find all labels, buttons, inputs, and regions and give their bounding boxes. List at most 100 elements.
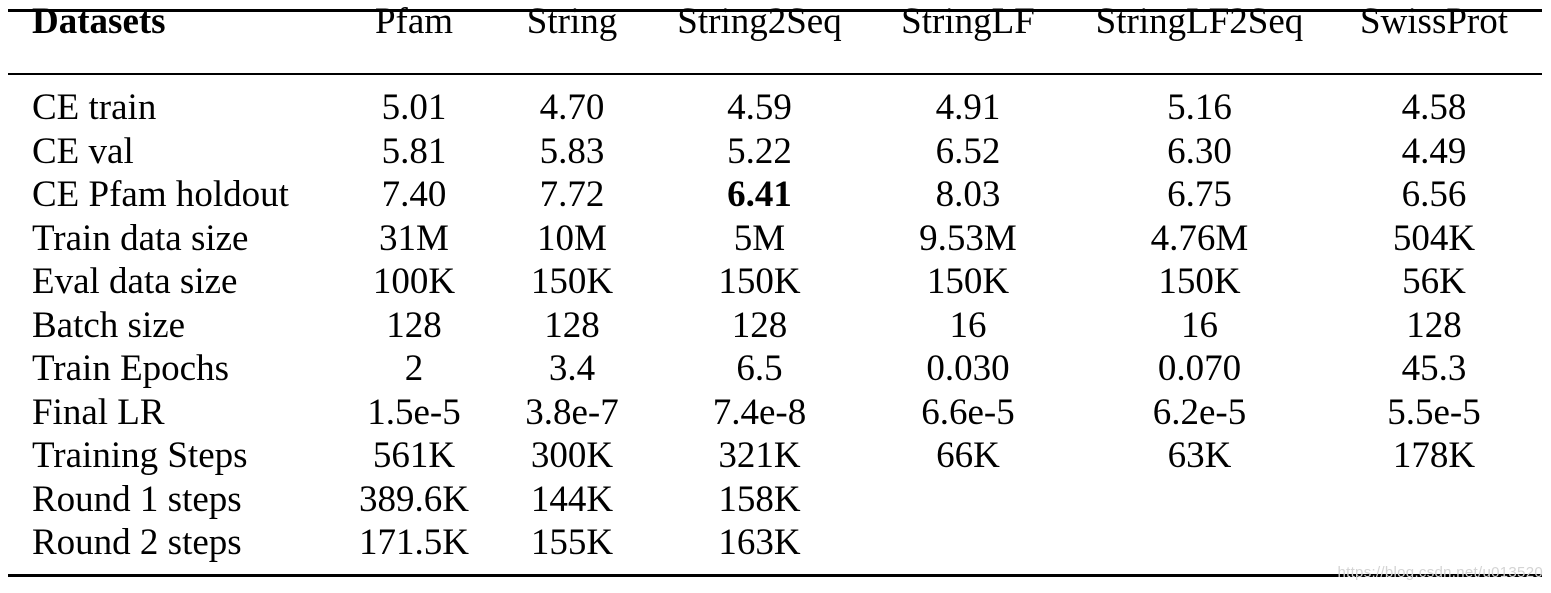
table-cell: 4.59 bbox=[727, 87, 792, 128]
table-cell bbox=[1326, 521, 1542, 565]
table-cell: 150K bbox=[530, 261, 614, 302]
table-cell bbox=[863, 478, 1073, 522]
table-cell: 6.6e-5 bbox=[921, 391, 1015, 433]
table-cell: 66K bbox=[936, 435, 1000, 476]
table-cell: 3.4 bbox=[548, 348, 596, 389]
table-cell: 5M bbox=[733, 217, 786, 259]
table-body: CE train 5.01 4.70 4.59 4.91 5.16 4.58 CE val 5.… bbox=[8, 86, 1542, 565]
table-cell: 158K bbox=[718, 478, 801, 520]
table-cell: 6.41 bbox=[727, 174, 792, 215]
table-cell: 6.56 bbox=[1401, 174, 1467, 215]
table-cell: 7.72 bbox=[539, 174, 605, 215]
top-rule bbox=[8, 9, 1542, 12]
table-cell: 31M bbox=[379, 217, 449, 259]
table-cell: 5.01 bbox=[381, 87, 447, 128]
table-cell: 321K bbox=[718, 435, 801, 476]
table-cell: 4.76M bbox=[1150, 217, 1249, 259]
table-cell: 128 bbox=[544, 304, 600, 346]
table-cell: 150K bbox=[1158, 261, 1241, 302]
table-cell: 9.53M bbox=[919, 217, 1017, 259]
table-row: Train Epochs 2 3.4 6.5 0.030 0.070 45.3 bbox=[8, 347, 1542, 391]
table-cell: 16 bbox=[1181, 304, 1218, 346]
table-cell: 5.81 bbox=[381, 130, 447, 172]
table-cell: 5.5e-5 bbox=[1387, 391, 1481, 433]
table-cell: 504K bbox=[1392, 217, 1476, 259]
table-cell: 6.2e-5 bbox=[1152, 391, 1247, 433]
table-cell: 0.030 bbox=[926, 348, 1010, 389]
table-cell: 4.91 bbox=[935, 87, 1001, 128]
column-header: StringLF2Seq bbox=[1095, 1, 1304, 42]
bottom-rule bbox=[8, 574, 1542, 577]
table-row: CE Pfam holdout 7.40 7.72 6.41 8.03 6.75 6.56 bbox=[8, 173, 1542, 217]
row-label: Round 2 steps bbox=[32, 522, 242, 563]
header-rule bbox=[8, 73, 1542, 75]
table-row: Round 1 steps 389.6K 144K 158K bbox=[8, 478, 1542, 522]
table-cell: 389.6K bbox=[359, 478, 469, 520]
header-row: Datasets Pfam String String2Seq StringLF… bbox=[8, 0, 1542, 86]
table-row: Train data size 31M 10M 5M 9.53M 4.76M 504K bbox=[8, 217, 1542, 261]
table-cell: 171.5K bbox=[359, 522, 469, 563]
table-cell: 45.3 bbox=[1401, 348, 1467, 389]
table-cell: 0.070 bbox=[1157, 348, 1242, 389]
table-row: Final LR 1.5e-5 3.8e-7 7.4e-8 6.6e-5 6.2e-5 5.… bbox=[8, 391, 1542, 435]
table-cell: 3.8e-7 bbox=[525, 391, 619, 433]
table-cell: 8.03 bbox=[935, 174, 1001, 215]
table-cell: 128 bbox=[731, 304, 788, 346]
row-label: Batch size bbox=[32, 304, 186, 346]
column-header: String2Seq bbox=[677, 1, 842, 42]
table-cell: 4.70 bbox=[539, 87, 605, 128]
table-row: Batch size 128 128 128 16 16 128 bbox=[8, 304, 1542, 348]
table-cell: 144K bbox=[530, 478, 614, 520]
table-row: Eval data size 100K 150K 150K 150K 150K 56K bbox=[8, 260, 1542, 304]
table-cell: 56K bbox=[1402, 261, 1466, 302]
table-row: CE train 5.01 4.70 4.59 4.91 5.16 4.58 bbox=[8, 86, 1542, 130]
row-label: Train Epochs bbox=[32, 348, 229, 389]
row-label: Train data size bbox=[32, 217, 249, 259]
table-cell: 6.30 bbox=[1167, 130, 1232, 172]
header-datasets: Datasets bbox=[32, 1, 166, 42]
table-row: CE val 5.81 5.83 5.22 6.52 6.30 4.49 bbox=[8, 130, 1542, 174]
table-cell: 2 bbox=[404, 348, 424, 389]
row-label: CE val bbox=[32, 130, 134, 172]
column-header: Pfam bbox=[374, 1, 454, 42]
table-cell: 10M bbox=[537, 217, 607, 259]
table-cell: 4.58 bbox=[1401, 87, 1467, 128]
table-cell bbox=[1326, 478, 1542, 522]
table-cell: 7.4e-8 bbox=[712, 391, 807, 433]
table-cell: 128 bbox=[1406, 304, 1462, 346]
row-label: Eval data size bbox=[32, 261, 238, 302]
table-cell: 150K bbox=[718, 261, 801, 302]
row-label: Final LR bbox=[32, 391, 165, 433]
table-cell: 6.52 bbox=[935, 130, 1001, 172]
table-header: Datasets Pfam String String2Seq StringLF… bbox=[8, 0, 1542, 86]
table-cell: 100K bbox=[372, 261, 456, 302]
watermark: https://blog.csdn.net/u013520 bbox=[1337, 564, 1543, 581]
table-cell: 1.5e-5 bbox=[367, 391, 461, 433]
table-cell: 5.83 bbox=[539, 130, 605, 172]
table-cell: 155K bbox=[530, 522, 614, 563]
table-cell: 150K bbox=[926, 261, 1010, 302]
row-label: CE Pfam holdout bbox=[32, 174, 289, 215]
table-cell bbox=[1073, 521, 1326, 565]
table-cell: 63K bbox=[1167, 435, 1232, 476]
table-cell: 163K bbox=[718, 522, 801, 563]
table-cell: 4.49 bbox=[1401, 130, 1467, 172]
table-cell: 561K bbox=[372, 435, 456, 476]
table-cell: 5.22 bbox=[727, 130, 792, 172]
table-cell: 5.16 bbox=[1167, 87, 1232, 128]
table-cell bbox=[863, 521, 1073, 565]
table-cell: 128 bbox=[386, 304, 442, 346]
column-header: SwissProt bbox=[1359, 1, 1509, 42]
table-row: Training Steps 561K 300K 321K 66K 63K 178K bbox=[8, 434, 1542, 478]
table-cell: 6.5 bbox=[736, 348, 783, 389]
table-row: Round 2 steps 171.5K 155K 163K bbox=[8, 521, 1542, 565]
column-header: StringLF bbox=[901, 1, 1035, 42]
table-cell: 7.40 bbox=[381, 174, 447, 215]
table-cell: 300K bbox=[530, 435, 614, 476]
row-label: Round 1 steps bbox=[32, 478, 242, 520]
table-cell: 6.75 bbox=[1167, 174, 1232, 215]
column-header: String bbox=[526, 1, 618, 42]
row-label: CE train bbox=[32, 87, 157, 128]
results-table: Datasets Pfam String String2Seq StringLF… bbox=[8, 0, 1542, 565]
row-label: Training Steps bbox=[32, 435, 248, 476]
